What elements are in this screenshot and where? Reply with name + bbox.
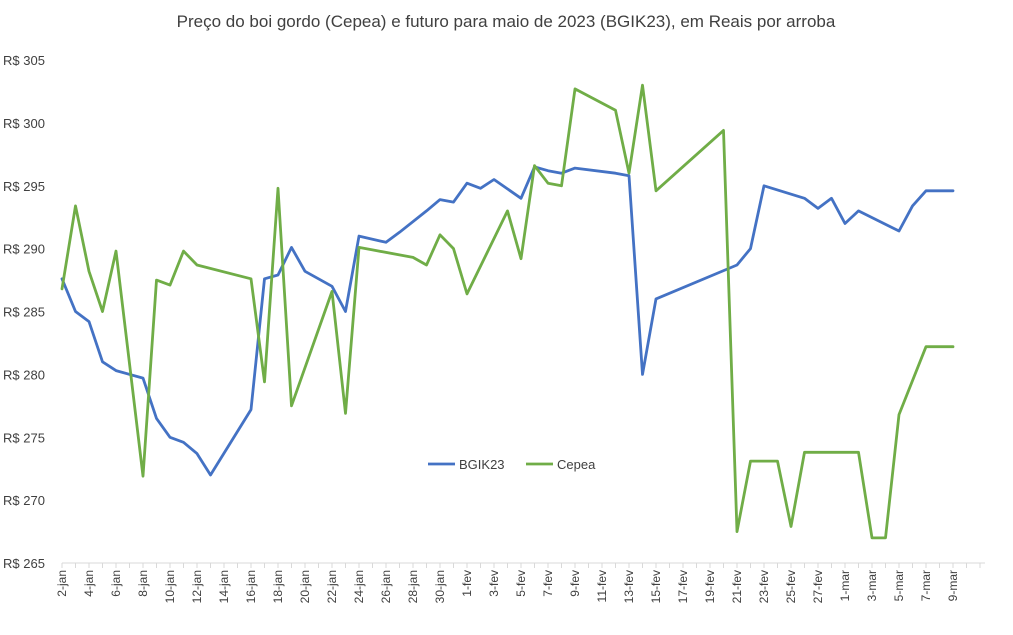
- x-tick-label: 11-fev: [595, 570, 609, 602]
- x-tick-label: 30-jan: [433, 570, 447, 603]
- y-tick-label: R$ 290: [3, 242, 45, 257]
- x-tick-label: 20-jan: [298, 570, 312, 603]
- x-axis: 2-jan 4-jan 6-jan 8-jan 10-jan 12-jan 14-jan 16…: [55, 562, 985, 603]
- x-tick-label: 7-mar: [919, 570, 933, 601]
- y-tick-label: R$ 265: [3, 556, 45, 571]
- x-tick-label: 12-jan: [190, 570, 204, 603]
- series-layer: [60, 83, 955, 540]
- chart-title: Preço do boi gordo (Cepea) e futuro para…: [177, 12, 836, 31]
- x-tick-label: 2-jan: [55, 570, 69, 597]
- series-line-bgik23: [60, 165, 955, 477]
- x-tick-label: 23-fev: [757, 570, 771, 603]
- x-tick-label: 14-jan: [217, 570, 231, 603]
- y-tick-label: R$ 300: [3, 116, 45, 131]
- x-tick-label: 7-fev: [541, 570, 555, 597]
- x-tick-label: 5-mar: [892, 570, 906, 601]
- legend-label-bgik23: BGIK23: [459, 457, 505, 472]
- y-tick-label: R$ 295: [3, 179, 45, 194]
- x-tick-label: 25-fev: [784, 570, 798, 603]
- x-tick-label: 3-fev: [487, 570, 501, 597]
- y-tick-label: R$ 305: [3, 53, 45, 68]
- x-tick-label: 6-jan: [109, 570, 123, 597]
- legend-label-cepea: Cepea: [557, 457, 596, 472]
- x-tick-label: 4-jan: [82, 570, 96, 597]
- y-tick-label: R$ 275: [3, 430, 45, 445]
- y-tick-label: R$ 280: [3, 367, 45, 382]
- legend: BGIK23 Cepea: [428, 457, 596, 472]
- series-line-cepea: [60, 83, 955, 540]
- y-tick-label: R$ 285: [3, 305, 45, 320]
- x-tick-label: 27-fev: [811, 570, 825, 603]
- x-tick-label: 1-mar: [838, 570, 852, 601]
- y-axis: R$ 265 R$ 270 R$ 275 R$ 280 R$ 285 R$ 290 R$ 2…: [3, 53, 45, 571]
- x-tick-label: 13-fev: [622, 570, 636, 603]
- x-tick-label: 22-jan: [325, 570, 339, 603]
- x-tick-label: 15-fev: [649, 570, 663, 603]
- x-tick-label: 21-fev: [730, 570, 744, 603]
- x-tick-label: 19-fev: [703, 570, 717, 603]
- x-tick-label: 9-fev: [568, 570, 582, 597]
- x-tick-label: 3-mar: [865, 570, 879, 601]
- x-tick-label: 28-jan: [406, 570, 420, 603]
- x-tick-label: 18-jan: [271, 570, 285, 603]
- x-tick-label: 1-fev: [460, 570, 474, 597]
- x-tick-label: 26-jan: [379, 570, 393, 603]
- x-tick-label: 8-jan: [136, 570, 150, 597]
- x-tick-label: 10-jan: [163, 570, 177, 603]
- x-tick-label: 24-jan: [352, 570, 366, 603]
- x-tick-label: 17-fev: [676, 570, 690, 603]
- x-tick-label: 16-jan: [244, 570, 258, 603]
- x-tick-label: 5-fev: [514, 570, 528, 597]
- x-tick-label: 9-mar: [946, 570, 960, 601]
- y-tick-label: R$ 270: [3, 493, 45, 508]
